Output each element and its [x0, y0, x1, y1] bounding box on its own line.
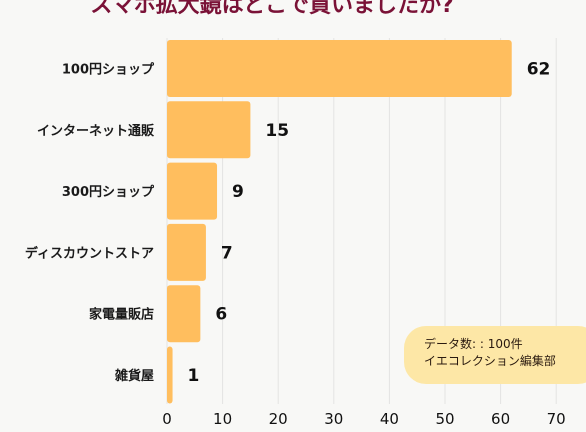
value-labels: 62 15 9 7 6 1: [188, 60, 551, 387]
bar: [167, 346, 173, 404]
value-label: 62: [527, 60, 551, 80]
category-label: 300円ショップ: [62, 185, 155, 200]
x-tick-label: 50: [435, 410, 454, 428]
value-label: 6: [215, 305, 227, 325]
source-credit-text: イエコレクション編集部: [424, 354, 556, 368]
x-tick-label: 30: [324, 410, 343, 428]
source-note: データ数: : 100件 イエコレクション編集部: [404, 326, 586, 384]
value-label: 15: [265, 121, 289, 141]
category-label: インターネット通販: [37, 123, 155, 139]
value-label: 7: [221, 243, 233, 263]
category-label: ディスカウントストア: [25, 245, 154, 261]
value-label: 1: [188, 366, 200, 386]
chart-title: スマホ拡大鏡はどこで買いましたか?: [90, 0, 453, 18]
x-axis-ticks: 0 10 20 30 40 50 60 70: [162, 410, 566, 428]
bar: [167, 40, 512, 97]
category-label: 家電量販店: [89, 307, 154, 323]
x-tick-label: 60: [491, 410, 510, 428]
bar: [167, 223, 206, 281]
bar: [167, 101, 251, 159]
x-tick-label: 20: [269, 410, 288, 428]
bar: [167, 162, 218, 220]
x-tick-label: 70: [547, 410, 566, 428]
category-label: 雑貨屋: [114, 368, 154, 384]
category-label: 100円ショップ: [62, 63, 155, 78]
data-count-text: データ数: : 100件: [424, 337, 523, 351]
x-tick-label: 10: [213, 410, 232, 428]
bar: [167, 285, 201, 343]
x-tick-label: 0: [162, 410, 172, 428]
bars: [167, 40, 512, 404]
value-label: 9: [232, 182, 244, 202]
x-tick-label: 40: [380, 410, 399, 428]
